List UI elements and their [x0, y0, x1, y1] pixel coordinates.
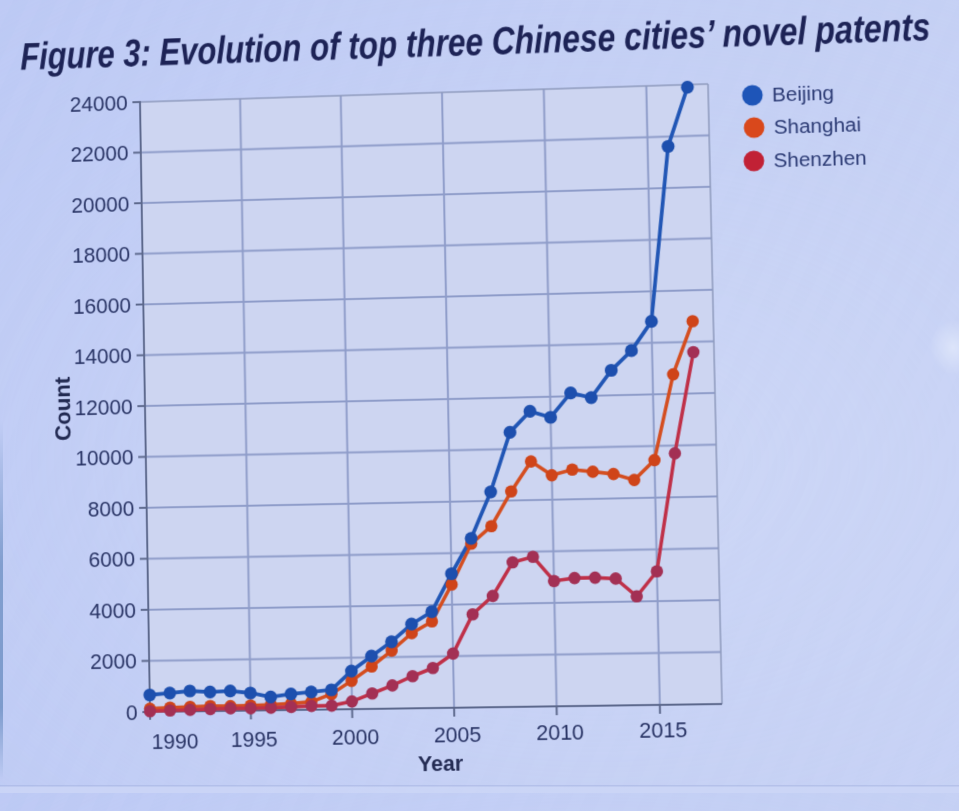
svg-text:18000: 18000	[72, 243, 130, 268]
svg-text:Year: Year	[418, 752, 464, 776]
svg-text:Shenzhen: Shenzhen	[773, 147, 867, 173]
svg-text:16000: 16000	[73, 294, 131, 319]
svg-text:14000: 14000	[74, 345, 132, 370]
svg-text:2000: 2000	[332, 725, 380, 749]
svg-text:22000: 22000	[71, 142, 129, 167]
svg-text:Shanghai: Shanghai	[774, 114, 862, 139]
svg-text:1995: 1995	[231, 728, 278, 752]
svg-text:10000: 10000	[75, 446, 133, 471]
svg-text:2015: 2015	[639, 718, 688, 743]
svg-text:1990: 1990	[151, 730, 198, 754]
svg-text:2010: 2010	[536, 721, 584, 746]
svg-text:12000: 12000	[75, 396, 133, 421]
svg-text:Beijing: Beijing	[772, 82, 835, 107]
svg-text:20000: 20000	[71, 193, 129, 218]
svg-text:4000: 4000	[89, 599, 136, 623]
svg-text:24000: 24000	[70, 92, 128, 117]
svg-text:2005: 2005	[434, 723, 482, 748]
svg-text:8000: 8000	[88, 497, 135, 521]
svg-text:2000: 2000	[90, 650, 137, 674]
svg-text:Count: Count	[50, 376, 76, 441]
svg-text:6000: 6000	[88, 548, 135, 572]
svg-text:0: 0	[126, 701, 138, 725]
